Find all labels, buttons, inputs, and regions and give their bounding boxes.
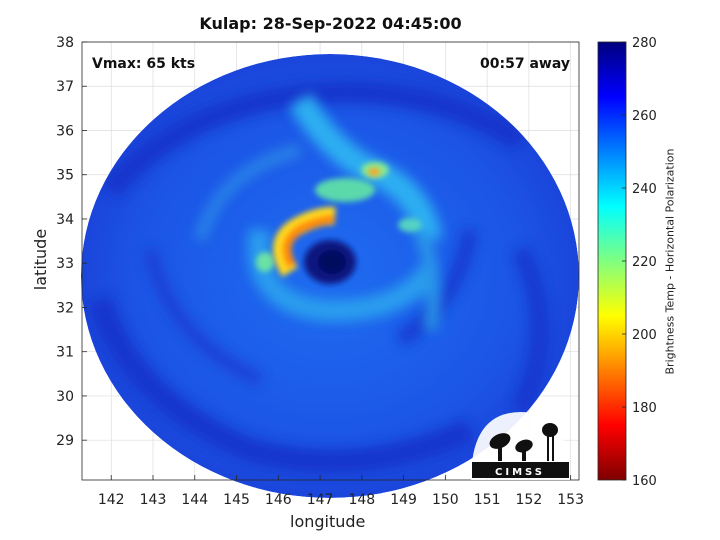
- axis-ticks: 142 143 144 145 146 147 148 149 150 151 152 153 29 30…: [56, 35, 584, 508]
- colorbar-tick-label: 180: [632, 401, 657, 416]
- x-tick-label: 146: [265, 492, 292, 508]
- x-tick-label: 151: [474, 492, 501, 508]
- colorbar: [597, 41, 627, 481]
- plot-title: Kulap: 28-Sep-2022 04:45:00: [199, 14, 462, 33]
- time-away-label: 00:57 away: [480, 56, 570, 72]
- plot-frame: [81, 41, 580, 481]
- x-tick-label: 144: [181, 492, 208, 508]
- y-tick-label: 37: [56, 79, 74, 95]
- colorbar-tick-label: 220: [632, 255, 657, 270]
- colorbar-tick-label: 280: [632, 36, 657, 51]
- y-tick-label: 29: [56, 433, 74, 449]
- y-axis-label: latitude: [31, 228, 51, 291]
- x-tick-label: 142: [98, 492, 125, 508]
- colorbar-label: Brightness Temp - Horizontal Polarizatio…: [663, 148, 677, 375]
- x-tick-label: 143: [140, 492, 167, 508]
- y-tick-label: 31: [56, 345, 74, 361]
- colorbar-tick-label: 200: [632, 328, 657, 343]
- vmax-label: Vmax: 65 kts: [92, 56, 195, 72]
- cimss-logo: CIMSS: [471, 412, 570, 480]
- x-tick-label: 149: [390, 492, 417, 508]
- logo-text: CIMSS: [495, 467, 545, 478]
- colorbar-tick-label: 240: [632, 182, 657, 197]
- colorbar-ticks: 160 180 200 220 240 260 280: [622, 36, 657, 489]
- x-tick-label: 145: [223, 492, 250, 508]
- y-tick-label: 35: [56, 168, 74, 184]
- colorbar-tick-label: 260: [632, 109, 657, 124]
- x-tick-label: 148: [348, 492, 375, 508]
- x-tick-label: 153: [557, 492, 584, 508]
- x-axis-label: longitude: [290, 512, 366, 531]
- x-tick-label: 147: [307, 492, 334, 508]
- x-tick-label: 150: [432, 492, 459, 508]
- y-tick-label: 30: [56, 389, 74, 405]
- colorbar-tick-label: 160: [632, 474, 657, 489]
- y-tick-label: 36: [56, 123, 74, 139]
- y-tick-label: 34: [56, 212, 74, 228]
- y-tick-label: 38: [56, 35, 74, 51]
- y-tick-label: 32: [56, 300, 74, 316]
- microwave-swath: [81, 54, 579, 498]
- y-tick-label: 33: [56, 256, 74, 272]
- x-tick-label: 152: [516, 492, 543, 508]
